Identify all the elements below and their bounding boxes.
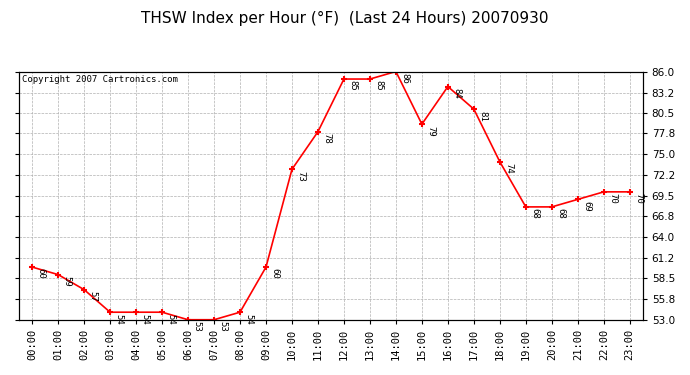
Text: 57: 57 xyxy=(88,291,97,302)
Text: 70: 70 xyxy=(608,193,617,204)
Text: 84: 84 xyxy=(452,88,461,99)
Text: 86: 86 xyxy=(400,73,409,84)
Text: 69: 69 xyxy=(582,201,591,211)
Text: 68: 68 xyxy=(530,208,539,219)
Text: 53: 53 xyxy=(193,321,201,332)
Text: 53: 53 xyxy=(218,321,227,332)
Text: Copyright 2007 Cartronics.com: Copyright 2007 Cartronics.com xyxy=(22,75,178,84)
Text: 59: 59 xyxy=(62,276,71,287)
Text: 78: 78 xyxy=(322,133,331,144)
Text: 54: 54 xyxy=(166,314,175,324)
Text: 85: 85 xyxy=(374,80,383,91)
Text: 60: 60 xyxy=(37,268,46,279)
Text: 85: 85 xyxy=(348,80,357,91)
Text: 68: 68 xyxy=(556,208,565,219)
Text: 81: 81 xyxy=(478,111,487,121)
Text: 54: 54 xyxy=(140,314,149,324)
Text: 79: 79 xyxy=(426,126,435,136)
Text: 54: 54 xyxy=(244,314,253,324)
Text: 60: 60 xyxy=(270,268,279,279)
Text: THSW Index per Hour (°F)  (Last 24 Hours) 20070930: THSW Index per Hour (°F) (Last 24 Hours)… xyxy=(141,11,549,26)
Text: 70: 70 xyxy=(634,193,643,204)
Text: 73: 73 xyxy=(296,171,305,182)
Text: 54: 54 xyxy=(115,314,124,324)
Text: 74: 74 xyxy=(504,163,513,174)
